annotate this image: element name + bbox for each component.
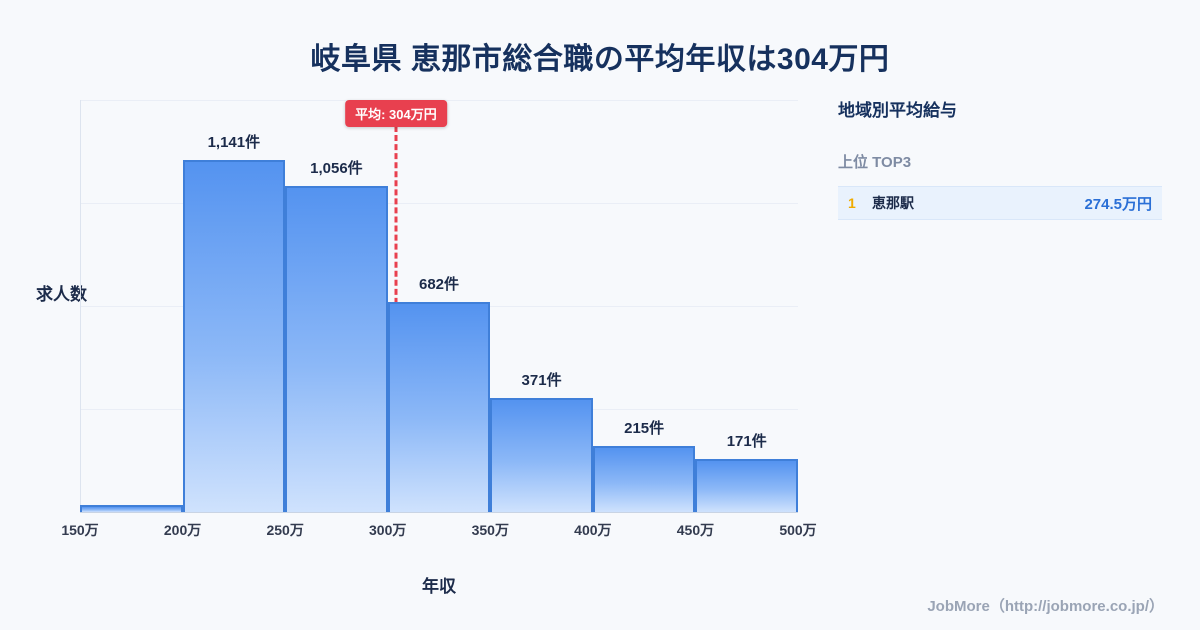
- x-tick-label: 400万: [574, 522, 612, 538]
- x-tick-label: 250万: [266, 522, 304, 538]
- histogram-bar: [387, 301, 491, 512]
- x-tick-label: 450万: [676, 522, 715, 538]
- average-badge: 平均: 304万円: [345, 100, 447, 127]
- sidebar-title: 地域別平均給与: [838, 101, 957, 120]
- bar-value-label: 682件: [418, 275, 460, 293]
- x-tick-label: 500万: [779, 522, 817, 538]
- rank-station-name: 恵那駅: [872, 195, 914, 211]
- histogram-bar: [695, 459, 798, 512]
- rank-salary-value: 274.5万円: [1084, 195, 1152, 213]
- bar-value-label: 171件: [726, 433, 767, 451]
- bar-value-label: 371件: [521, 371, 562, 389]
- bar-value-label: 1,141件: [207, 134, 261, 151]
- rank-number: 1: [848, 195, 856, 211]
- bar-value-label: 215件: [624, 419, 665, 437]
- histogram-bar: [80, 504, 183, 512]
- sidebar-region-ranking: 地域別平均給与 上位 TOP3 1 恵那駅 274.5万円: [838, 96, 1162, 220]
- histogram-bar: [592, 445, 696, 512]
- credit-text: JobMore（http://jobmore.co.jp/）: [927, 598, 1164, 615]
- x-axis-ticks: 150万 200万 250万 300万 350万 400万 450万 500万: [61, 520, 816, 540]
- histogram-bar: [182, 160, 286, 512]
- histogram-bar: [490, 397, 593, 512]
- y-axis-line: [80, 100, 81, 512]
- page-title: 岐阜県 恵那市総合職の平均年収は304万円: [310, 43, 890, 76]
- bar-value-label: 1,056件: [310, 160, 363, 178]
- histogram-bar: [285, 186, 388, 512]
- x-tick-label: 300万: [369, 522, 407, 538]
- ranking-row: 1 恵那駅 274.5万円: [838, 186, 1162, 220]
- x-axis-label: 年収: [422, 577, 456, 596]
- plot-area: 平均: 304万円 1,141件 1,056件 682件 371件 215件 171件: [80, 100, 798, 513]
- gridline: [80, 203, 798, 204]
- y-axis-label: 求人数: [36, 285, 87, 304]
- sidebar-subtitle: 上位 TOP3: [838, 154, 912, 171]
- x-tick-label: 200万: [163, 522, 202, 538]
- x-axis-line: [80, 512, 798, 513]
- x-tick-label: 350万: [471, 522, 509, 538]
- x-tick-label: 150万: [61, 522, 99, 538]
